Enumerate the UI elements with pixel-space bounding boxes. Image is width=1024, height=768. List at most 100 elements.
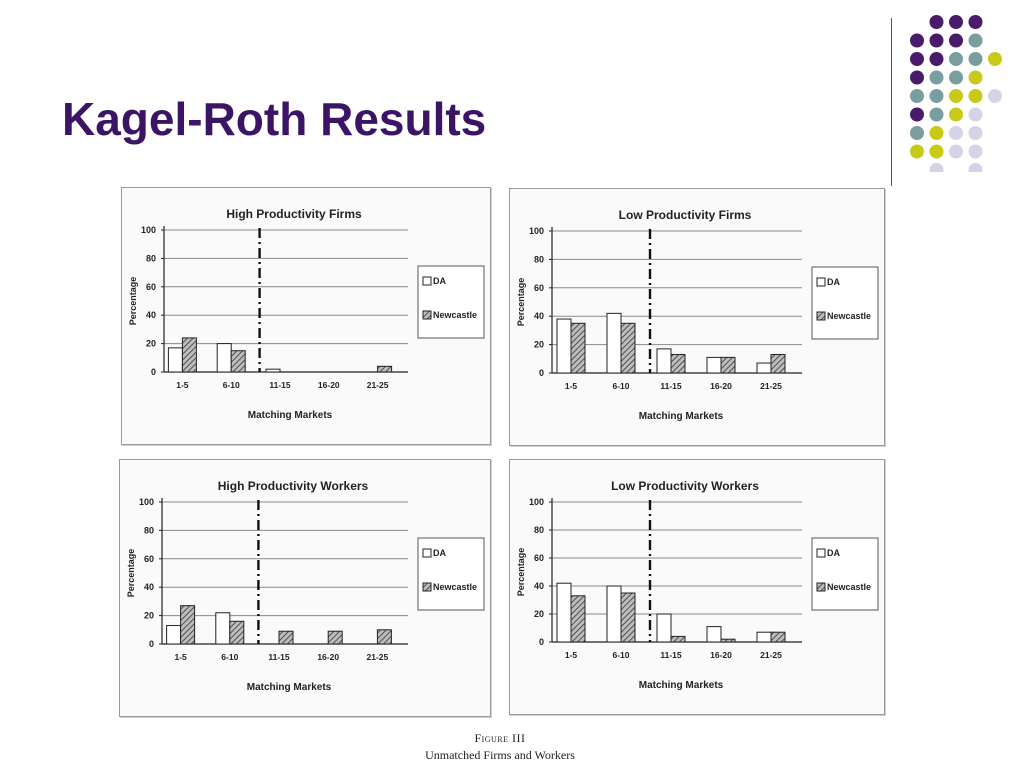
x-tick-label: 21-25 <box>367 380 389 390</box>
x-tick-label: 11-15 <box>660 381 682 391</box>
x-tick-label: 1-5 <box>565 650 578 660</box>
legend-swatch-newcastle <box>422 310 432 320</box>
legend-swatch-da <box>816 277 826 287</box>
bar-da <box>216 343 232 373</box>
decorative-dot <box>949 89 963 103</box>
x-tick-label: 16-20 <box>317 652 339 662</box>
decorative-dot <box>929 70 944 85</box>
bar-newcastle <box>230 350 246 373</box>
y-tick-label: 60 <box>534 553 544 563</box>
legend-swatch-da <box>422 548 432 558</box>
decorative-dot <box>910 107 924 122</box>
y-tick-label: 100 <box>529 497 544 507</box>
legend-label: Newcastle <box>433 582 477 592</box>
legend-swatch-newcastle <box>422 582 432 592</box>
bar-da <box>556 582 572 643</box>
chart-title: Low Productivity Firms <box>619 208 752 222</box>
chart-title: High Productivity Firms <box>226 207 362 221</box>
chart-panel-high-productivity-workers: High Productivity Workers 0 20 40 60 80 100 Per… <box>119 459 491 717</box>
decorative-dot <box>910 52 924 66</box>
decorative-dot <box>949 15 963 29</box>
x-tick-label: 21-25 <box>760 650 782 660</box>
bar-da <box>756 631 772 643</box>
y-tick-label: 60 <box>146 282 156 292</box>
x-axis-label: Matching Markets <box>248 410 333 421</box>
decorative-dot <box>910 144 924 159</box>
x-tick-label: 1-5 <box>174 652 187 662</box>
legend-swatch-da <box>422 276 432 286</box>
bar-newcastle <box>570 322 586 374</box>
figure-caption: Unmatched Firms and Workers <box>425 748 575 762</box>
x-tick-label: 16-20 <box>710 650 732 660</box>
decorative-dot <box>968 126 983 140</box>
bar-da <box>556 318 572 374</box>
title-divider-line <box>891 18 892 186</box>
legend-box <box>811 537 879 611</box>
y-tick-label: 0 <box>539 637 544 647</box>
legend-label: DA <box>827 277 840 287</box>
x-tick-label: 21-25 <box>367 652 389 662</box>
legend-label: Newcastle <box>827 582 871 592</box>
decorative-dot <box>968 15 983 29</box>
bar-da <box>167 347 183 373</box>
bar-da <box>656 348 672 374</box>
decorative-dot <box>929 144 944 159</box>
decorative-dot <box>929 163 944 172</box>
decorative-dot <box>949 107 963 122</box>
legend-swatch-da <box>816 548 826 558</box>
decorative-dot <box>949 144 963 159</box>
chart-panel-low-productivity-workers: Low Productivity Workers 0 20 40 60 80 100 Perc… <box>509 459 885 715</box>
y-tick-label: 80 <box>534 254 544 264</box>
bar-newcastle <box>770 354 786 374</box>
x-tick-label: 6-10 <box>612 650 629 660</box>
decorative-dot <box>910 126 924 140</box>
y-axis-label: Percentage <box>516 278 526 327</box>
bar-newcastle <box>720 356 736 374</box>
x-tick-label: 11-15 <box>268 652 290 662</box>
decorative-dot <box>929 126 944 140</box>
x-tick-label: 11-15 <box>269 380 291 390</box>
y-tick-label: 80 <box>146 253 156 263</box>
y-tick-label: 80 <box>144 525 154 535</box>
y-tick-label: 100 <box>139 497 154 507</box>
x-tick-label: 6-10 <box>221 652 238 662</box>
bar-newcastle <box>620 322 636 374</box>
chart-title: Low Productivity Workers <box>611 479 759 493</box>
y-tick-label: 20 <box>146 339 156 349</box>
chart-panel-high-productivity-firms: High Productivity Firms 0 20 40 60 80 100 Perce… <box>121 187 491 445</box>
x-tick-label: 21-25 <box>760 381 782 391</box>
x-axis-label: Matching Markets <box>247 682 332 693</box>
bar-da <box>706 626 722 643</box>
decorative-dot <box>968 107 983 122</box>
legend-label: DA <box>433 276 446 286</box>
bar-da <box>166 625 182 645</box>
decorative-dot <box>949 52 963 66</box>
y-tick-label: 0 <box>149 639 154 649</box>
x-tick-label: 11-15 <box>660 650 682 660</box>
bar-newcastle <box>620 592 636 643</box>
x-axis-label: Matching Markets <box>639 680 724 691</box>
legend-swatch-newcastle <box>816 311 826 321</box>
bar-newcastle <box>180 605 196 645</box>
y-tick-label: 100 <box>141 225 156 235</box>
slide-title: Kagel-Roth Results <box>62 93 487 145</box>
y-tick-label: 0 <box>151 367 156 377</box>
decorative-dot <box>929 107 944 122</box>
bar-da <box>706 356 722 374</box>
bar-chart: Low Productivity Firms 0 20 40 60 80 100 Percen… <box>516 208 879 422</box>
legend-swatch-newcastle <box>816 582 826 592</box>
decorative-dot <box>929 15 944 29</box>
bar-chart: High Productivity Workers 0 20 40 60 80 100 Per… <box>126 479 485 693</box>
y-tick-label: 20 <box>534 340 544 350</box>
bar-da <box>606 312 622 374</box>
y-tick-label: 100 <box>529 226 544 236</box>
decorative-dot <box>988 52 1002 66</box>
bar-da <box>656 613 672 643</box>
y-tick-label: 60 <box>534 283 544 293</box>
bar-newcastle <box>278 630 294 645</box>
legend-label: Newcastle <box>827 311 871 321</box>
y-tick-label: 0 <box>539 368 544 378</box>
y-tick-label: 60 <box>144 554 154 564</box>
x-tick-label: 6-10 <box>612 381 629 391</box>
bar-newcastle <box>377 365 393 373</box>
